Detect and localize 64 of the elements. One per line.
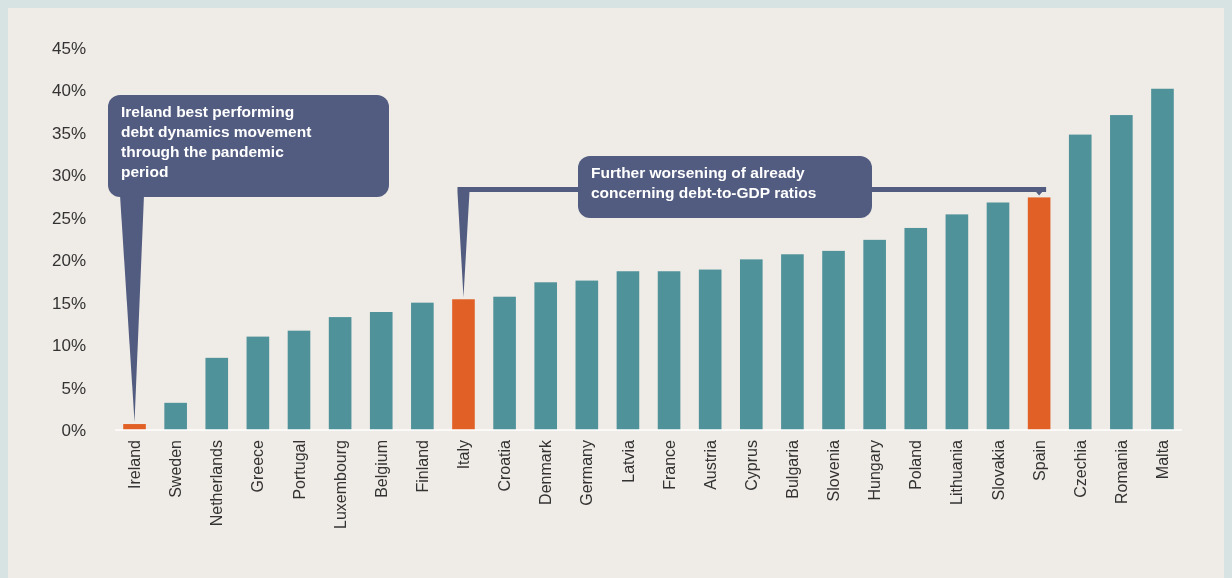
bar bbox=[452, 299, 475, 430]
x-tick-label: Lithuania bbox=[948, 439, 966, 505]
bar bbox=[411, 302, 434, 430]
bar bbox=[822, 250, 845, 430]
y-tick-label: 5% bbox=[61, 378, 86, 398]
bar bbox=[493, 296, 516, 430]
bar bbox=[739, 259, 763, 430]
y-tick-label: 35% bbox=[51, 123, 86, 143]
x-tick-label: Spain bbox=[1030, 440, 1048, 481]
bar bbox=[1151, 88, 1174, 430]
bar bbox=[657, 271, 681, 430]
bar bbox=[904, 227, 928, 430]
x-tick-label: Malta bbox=[1154, 439, 1172, 480]
y-tick-label: 0% bbox=[61, 420, 86, 440]
annotation: Further worsening of already concerning debt-to-GDP ratios bbox=[591, 164, 817, 202]
x-tick-label: Portugal bbox=[290, 440, 308, 500]
x-tick-label: Romania bbox=[1112, 439, 1130, 505]
bar bbox=[698, 269, 722, 430]
bar bbox=[369, 312, 393, 430]
x-tick-label: Finland bbox=[413, 440, 431, 493]
x-tick-label: Greece bbox=[249, 439, 267, 493]
x-tick-label: Sweden bbox=[167, 440, 185, 498]
y-tick-label: 40% bbox=[51, 81, 86, 101]
bar bbox=[781, 254, 804, 430]
x-tick-label: Czechia bbox=[1071, 439, 1089, 498]
callout-box: Ireland best performing debt dynamics movement through the pandemic period bbox=[108, 95, 389, 423]
bar bbox=[534, 282, 558, 430]
bar bbox=[1068, 134, 1092, 430]
y-tick-label: 15% bbox=[51, 293, 86, 313]
x-tick-label: Poland bbox=[907, 440, 925, 490]
x-tick-label: Cyprus bbox=[742, 440, 760, 491]
y-tick-label: 10% bbox=[51, 336, 86, 356]
bar bbox=[246, 336, 270, 430]
x-tick-label: Bulgaria bbox=[784, 439, 802, 499]
x-tick-label: France bbox=[660, 439, 678, 490]
x-tick-label: Hungary bbox=[866, 440, 884, 501]
y-tick-label: 30% bbox=[51, 166, 86, 186]
x-tick-label: Austria bbox=[701, 439, 719, 490]
bar bbox=[986, 202, 1010, 430]
y-tick-label: 20% bbox=[51, 251, 86, 271]
bar bbox=[287, 330, 311, 430]
y-tick-label: 25% bbox=[51, 208, 86, 228]
bar bbox=[1027, 197, 1051, 430]
x-tick-label: Latvia bbox=[619, 439, 637, 483]
x-tick-label: Slovenia bbox=[825, 439, 843, 502]
x-tick-label: Slovakia bbox=[989, 439, 1007, 501]
bar bbox=[575, 280, 599, 430]
annotation: Ireland best performing debt dynamics movement through the pandemic period bbox=[121, 103, 312, 181]
x-tick-label: Ireland bbox=[126, 440, 144, 489]
bar bbox=[328, 317, 352, 430]
bar bbox=[164, 402, 187, 430]
x-tick-label: Italy bbox=[455, 440, 473, 470]
x-tick-label: Luxembourg bbox=[331, 440, 349, 529]
bar bbox=[1110, 115, 1133, 430]
x-tick-label: Croatia bbox=[496, 439, 514, 492]
x-tick-label: Netherlands bbox=[208, 440, 226, 527]
bar bbox=[616, 271, 640, 430]
x-tick-label: Belgium bbox=[372, 440, 390, 498]
x-tick-label: Germany bbox=[578, 440, 596, 506]
x-tick-label: Denmark bbox=[537, 439, 555, 505]
bar bbox=[205, 357, 229, 430]
bar bbox=[863, 239, 886, 430]
y-tick-label: 45% bbox=[51, 38, 86, 58]
bar bbox=[945, 214, 969, 430]
